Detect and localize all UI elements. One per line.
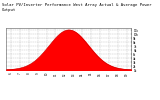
Text: Solar PV/Inverter Performance West Array Actual & Average Power Output: Solar PV/Inverter Performance West Array…: [2, 3, 151, 12]
